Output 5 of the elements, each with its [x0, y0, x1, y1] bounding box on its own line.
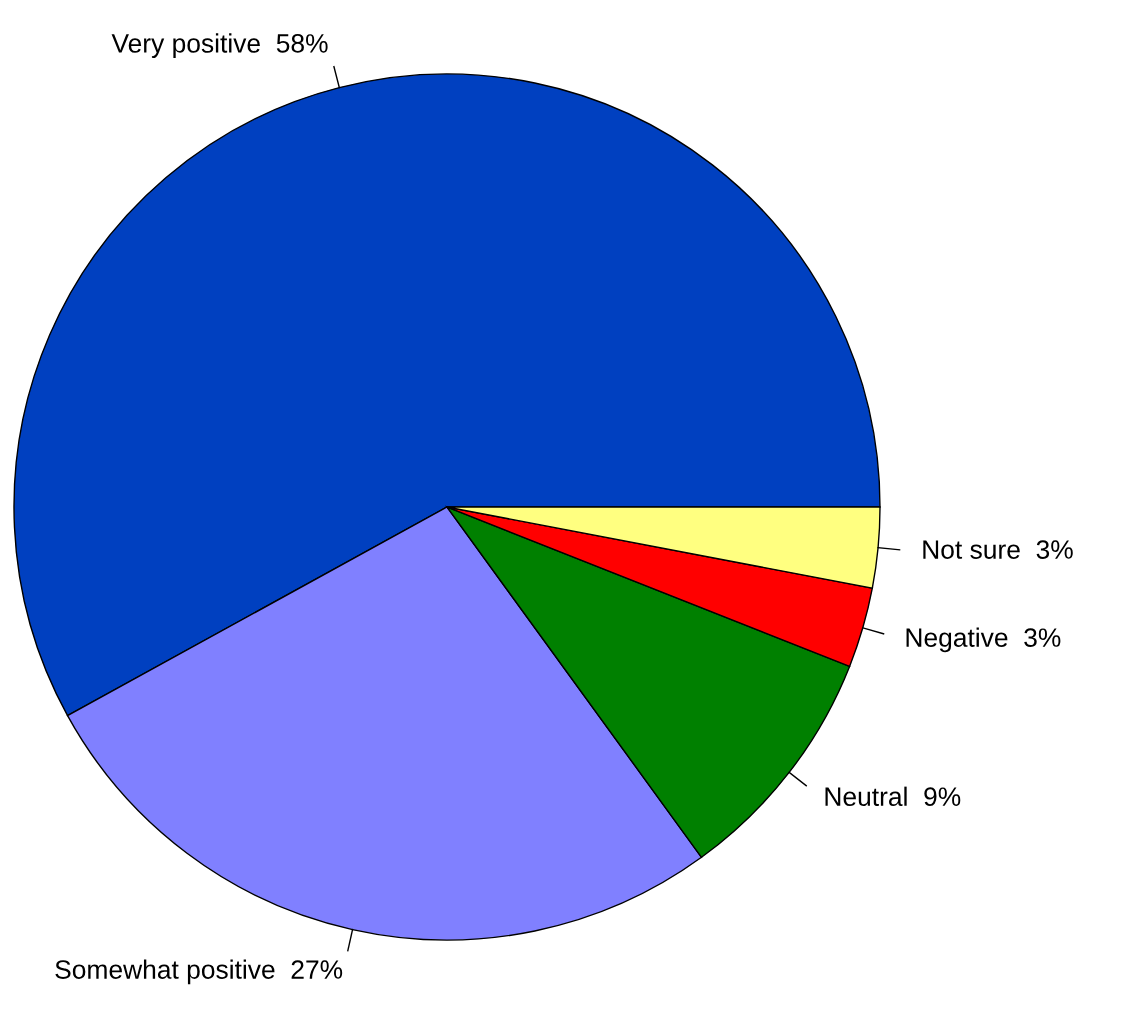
- slice-label: Not sure 3%: [923, 540, 1073, 559]
- slice-label: Neutral 9%: [825, 786, 961, 807]
- slice-label: Somewhat positive 27%: [55, 959, 343, 985]
- slice-label: Negative 3%: [906, 627, 1061, 653]
- slice-label: Very positive 58%: [111, 33, 328, 58]
